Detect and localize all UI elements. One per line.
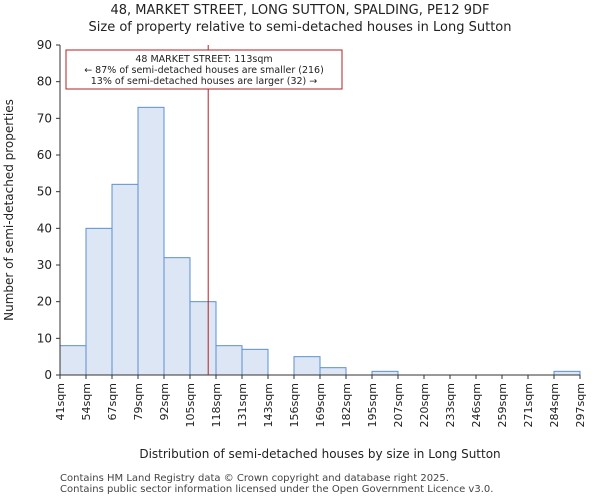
y-tick-label: 80 (37, 75, 52, 89)
x-tick-label: 233sqm (444, 383, 457, 427)
y-tick-label: 60 (37, 148, 52, 162)
x-tick-label: 297sqm (574, 383, 587, 427)
x-tick-label: 195sqm (366, 383, 379, 427)
histogram-bar-131sqm (241, 348, 269, 376)
x-tick-label: 105sqm (184, 383, 197, 427)
histogram-bar-92sqm (163, 257, 191, 376)
x-tick-label: 169sqm (314, 383, 327, 427)
y-tick-label: 90 (37, 38, 52, 52)
histogram-bar-41sqm (59, 345, 87, 376)
x-tick-label: 207sqm (392, 383, 405, 427)
annotation-line-2: ← 87% of semi-detached houses are smalle… (84, 65, 324, 76)
x-tick-label: 271sqm (522, 383, 535, 427)
axes-group: 0 10 20 30 40 50 60 70 80 90 41sqm 54sqm 67sqm 79sqm 9… (37, 38, 587, 427)
x-tick-label: 41sqm (54, 383, 67, 420)
annotation-box (65, 49, 343, 90)
x-axis-label: Distribution of semi-detached houses by … (139, 447, 500, 461)
chart-subtitle: Size of property relative to semi-detach… (88, 20, 512, 35)
x-tick-label: 143sqm (262, 383, 275, 427)
y-tick-label: 0 (44, 368, 52, 382)
x-tick-label: 182sqm (340, 383, 353, 427)
annotation-line-3: 13% of semi-detached houses are larger (… (91, 76, 318, 87)
histogram-bar-156sqm (293, 356, 321, 376)
histogram-bar-169sqm (319, 367, 347, 376)
histogram-bar-284sqm (553, 370, 581, 376)
y-tick-label: 40 (37, 221, 52, 235)
histogram-bar-67sqm (111, 183, 139, 376)
x-tick-label: 54sqm (80, 383, 93, 420)
x-tick-label: 156sqm (288, 383, 301, 427)
x-tick-label: 259sqm (496, 383, 509, 427)
histogram-bar-54sqm (85, 227, 113, 376)
x-tick-label: 220sqm (418, 383, 431, 427)
histogram-bar-79sqm (137, 106, 165, 376)
bars-group (59, 106, 581, 376)
annotation-line-1: 48 MARKET STREET: 113sqm (135, 54, 272, 65)
y-tick-label: 20 (37, 295, 52, 309)
x-tick-label: 284sqm (548, 383, 561, 427)
histogram-bar-105sqm (189, 301, 217, 376)
y-tick-label: 50 (37, 185, 52, 199)
x-tick-label: 118sqm (210, 383, 223, 427)
marker-group: 48 MARKET STREET: 113sqm← 87% of semi-de… (65, 45, 343, 375)
x-tick-label: 67sqm (106, 383, 119, 420)
x-tick-label: 79sqm (132, 383, 145, 420)
footer-licence: Contains public sector information licen… (60, 484, 494, 495)
y-tick-label: 10 (37, 331, 52, 345)
x-tick-label: 131sqm (236, 383, 249, 427)
chart-title: 48, MARKET STREET, LONG SUTTON, SPALDING… (110, 3, 490, 18)
histogram-bar-195sqm (371, 370, 399, 376)
x-tick-label: 92sqm (158, 383, 171, 420)
y-tick-label: 30 (37, 258, 52, 272)
footer-copyright: Contains HM Land Registry data © Crown c… (60, 473, 449, 484)
x-tick-label: 246sqm (470, 383, 483, 427)
histogram-bar-118sqm (215, 345, 243, 376)
y-tick-label: 70 (37, 111, 52, 125)
y-axis-label: Number of semi-detached properties (2, 99, 16, 321)
